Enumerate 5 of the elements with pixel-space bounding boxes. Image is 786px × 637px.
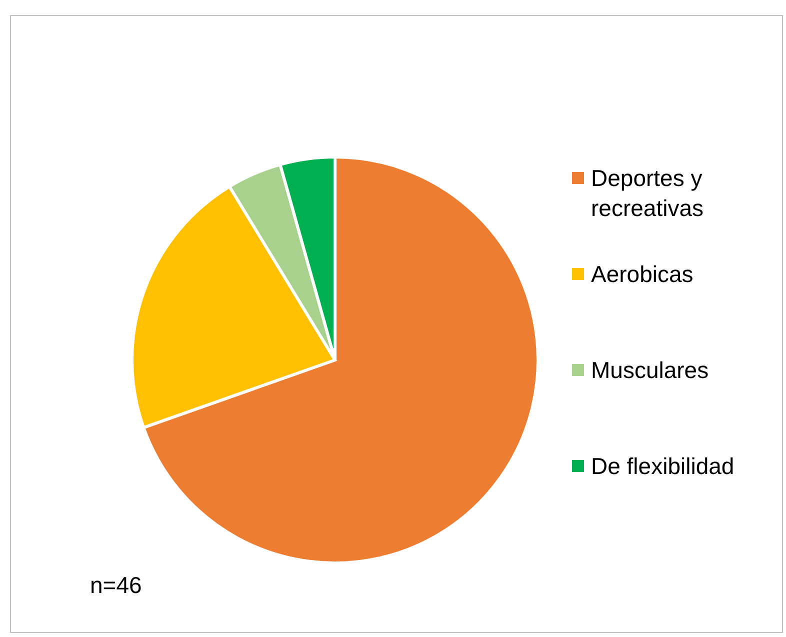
text: n=46 [90,572,142,598]
legend-label: Aerobicas [591,261,694,288]
legend-label: De flexibilidad [591,453,734,480]
legend-label: Musculares [591,357,709,384]
legend-label: Deportes y recreativas [591,165,704,222]
